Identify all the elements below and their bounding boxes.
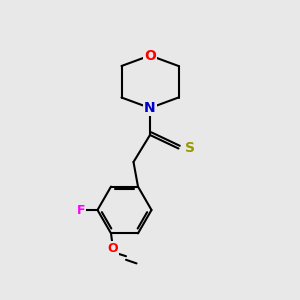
Text: O: O — [107, 242, 118, 255]
Text: N: N — [144, 101, 156, 115]
Text: F: F — [77, 203, 85, 217]
Text: S: S — [185, 142, 195, 155]
Text: O: O — [144, 49, 156, 62]
